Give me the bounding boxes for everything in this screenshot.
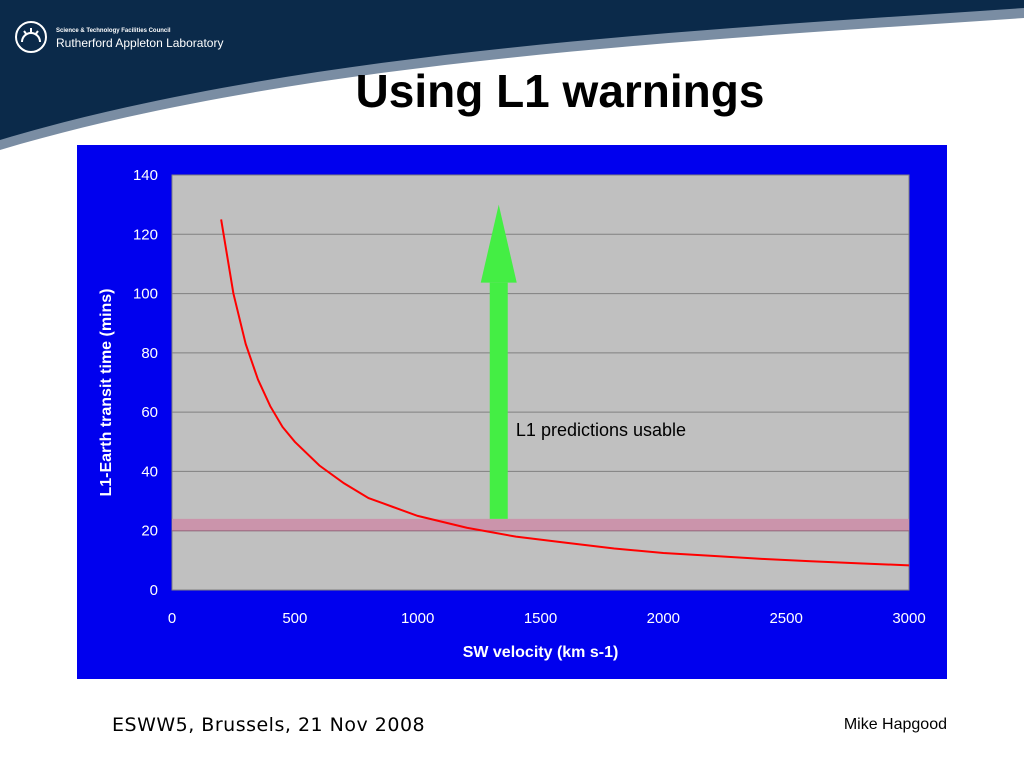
x-tick-label-1000: 1000 — [401, 610, 434, 627]
transit-time-curve — [220, 219, 910, 567]
stfc-logo-icon — [15, 21, 47, 53]
x-axis-title: SW velocity (km s-1) — [463, 644, 619, 661]
x-tick-label-3000: 3000 — [892, 610, 925, 627]
x-tick-label-0: 0 — [168, 610, 176, 627]
annotation-l1-usable: L1 predictions usable — [516, 420, 686, 440]
y-axis-title: L1-Earth transit time (mins) — [98, 288, 115, 496]
slide-title: Using L1 warnings — [355, 65, 765, 117]
x-tick-label-2000: 2000 — [647, 610, 680, 627]
threshold-band — [172, 518, 909, 531]
y-tick-label-20: 20 — [141, 523, 158, 540]
y-tick-label-80: 80 — [141, 345, 158, 362]
chart-panel: 0 20 40 60 80 100 120 140 0 500 1000 1500 2000 2500 30… — [77, 145, 947, 679]
usable-arrow-head — [480, 204, 517, 283]
y-tick-label-120: 120 — [133, 226, 158, 243]
transit-time-chart: 0 20 40 60 80 100 120 140 0 500 1000 1500 2000 2500 30… — [98, 167, 926, 661]
footer-event: ESWW5, Brussels, 21 Nov 2008 — [112, 714, 426, 736]
x-tick-label-1500: 1500 — [524, 610, 557, 627]
header-banner — [0, 0, 1024, 150]
x-tick-label-500: 500 — [282, 610, 307, 627]
y-tick-label-0: 0 — [150, 582, 158, 599]
usable-arrow-shaft — [489, 282, 508, 519]
y-tick-label-40: 40 — [141, 463, 158, 480]
x-tick-label-2500: 2500 — [769, 610, 802, 627]
y-tick-label-100: 100 — [133, 286, 158, 303]
y-tick-label-140: 140 — [133, 167, 158, 184]
y-tick-label-60: 60 — [141, 404, 158, 421]
org-council-name: Science & Technology Facilities Council — [56, 28, 171, 34]
footer-author: Mike Hapgood — [843, 716, 947, 733]
org-lab-name: Rutherford Appleton Laboratory — [56, 36, 224, 50]
